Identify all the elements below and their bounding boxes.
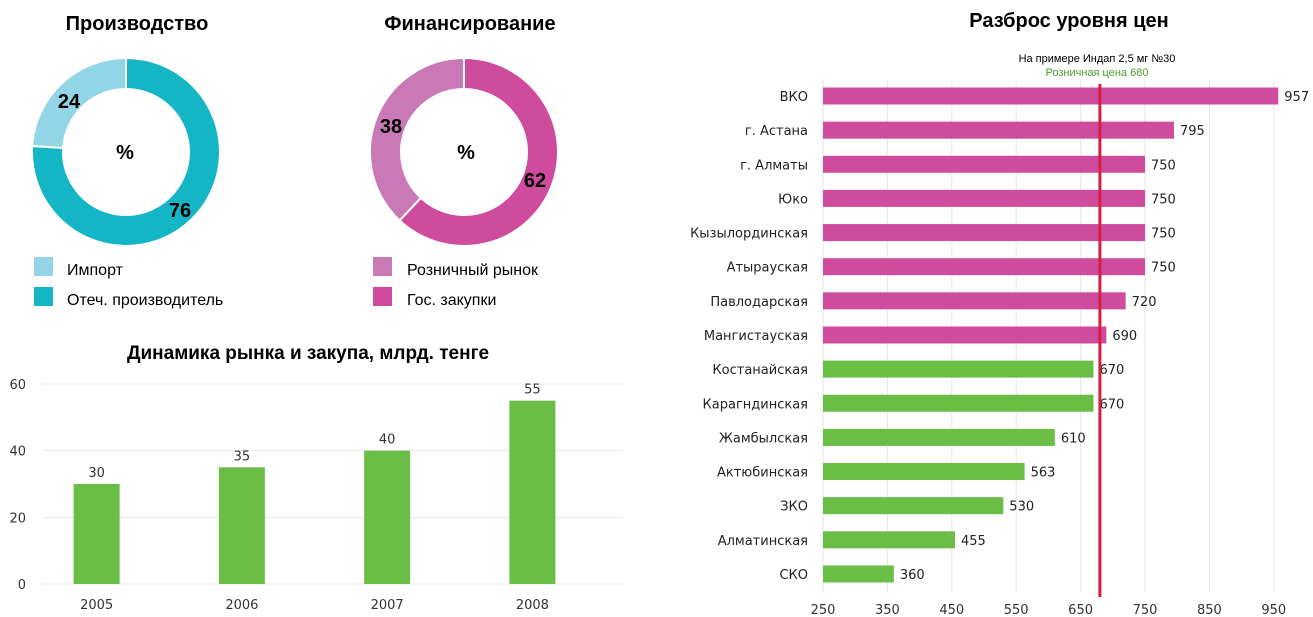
legend-swatch-domestic [34,287,53,306]
category-label: СКО [779,568,808,583]
slice-domestic [31,56,221,247]
bar-value-label: 670 [1099,397,1124,412]
bar [218,467,265,584]
financing-state-value: 62 [524,170,546,192]
bar [823,394,1094,412]
x-tick-label: 350 [875,603,900,617]
category-label: Павлодарская [710,295,808,310]
y-tick-label: 40 [9,445,26,460]
bar-value-label: 750 [1151,227,1176,242]
x-tick-label: 2007 [371,598,404,613]
financing-center-label: % [457,142,475,164]
financing-title: Финансирование [384,13,555,35]
market-dynamics-title: Динамика рынка и закупа, млрд. тенге [127,343,489,364]
x-tick-label: 2006 [225,598,258,613]
x-tick-label: 2008 [516,598,549,613]
category-label: ВКО [780,90,808,105]
bar-value-label: 670 [1099,363,1124,378]
category-label: Костанайская [712,363,808,378]
bar-value-label: 690 [1112,329,1137,344]
price-spread-title: Разброс уровня цен [969,10,1168,32]
x-tick-label: 2005 [80,598,113,613]
bar-value-label: 55 [524,383,541,398]
bar [823,155,1145,173]
legend-swatch-state [373,287,392,306]
production-center-label: % [116,142,134,164]
bar-value-label: 610 [1061,431,1086,446]
category-label: ЗКО [780,500,808,515]
slice-retail [369,56,465,222]
bar-value-label: 360 [900,568,925,583]
x-tick-label: 550 [1004,603,1029,617]
x-tick-label: 250 [811,603,836,617]
financing-retail-value: 38 [380,116,402,138]
bar-value-label: 563 [1031,466,1056,481]
bar-value-label: 750 [1151,158,1176,173]
category-label: Мангистауская [704,329,808,344]
legend-swatch-import [34,257,53,276]
bar [823,326,1107,344]
bar [364,450,411,584]
x-tick-label: 450 [939,603,964,617]
y-tick-label: 0 [18,578,26,593]
bar-value-label: 40 [379,433,396,448]
x-tick-label: 950 [1261,603,1286,617]
bar [823,428,1055,446]
bar [823,87,1279,105]
legend-label-import: Импорт [67,262,124,279]
x-tick-label: 650 [1068,603,1093,617]
bar [823,189,1145,207]
bar [509,400,556,584]
category-label: Кызылординская [690,227,808,242]
x-tick-label: 850 [1197,603,1222,617]
production-title: Производство [66,13,209,35]
bar [73,484,120,584]
bar-value-label: 530 [1009,500,1034,515]
bar [823,292,1126,310]
y-tick-label: 60 [9,378,26,393]
category-label: Актюбинская [717,466,808,481]
category-label: Карагндинская [703,397,808,412]
production-donut-chart: Производство % 24 76 Импорт Отеч. произв… [31,13,223,309]
legend-label-domestic: Отеч. производитель [67,292,223,309]
bar-value-label: 957 [1284,90,1309,105]
bar-value-label: 455 [961,534,986,549]
bar [823,121,1174,139]
reference-price-label: Розничная цена 680 [1046,67,1149,79]
bar [823,224,1145,242]
bar [823,463,1025,481]
category-label: г. Астана [745,124,808,139]
price-spread-subtitle: На примере Индап 2,5 мг №30 [1019,53,1176,65]
bar [823,497,1004,515]
bar-value-label: 35 [234,449,251,464]
category-label: Алматинская [718,534,808,549]
slice-state [398,56,559,247]
legend-swatch-retail [373,257,392,276]
production-domestic-value: 76 [169,200,191,222]
y-tick-label: 20 [9,511,26,526]
category-label: Атырауская [727,261,808,276]
price-spread-bar-chart: Разброс уровня цен На примере Индап 2,5 … [690,10,1309,617]
production-import-value: 24 [58,91,81,113]
bar-value-label: 720 [1132,295,1157,310]
bar-value-label: 750 [1151,192,1176,207]
bar [823,531,956,549]
bar [823,258,1145,276]
bar-value-label: 750 [1151,261,1176,276]
bar [823,360,1094,378]
legend-label-retail: Розничный рынок [407,262,539,279]
category-label: Жамбылская [719,431,808,446]
market-dynamics-bar-chart: Динамика рынка и закупа, млрд. тенге 0 20… [9,343,623,613]
bar [823,565,894,583]
bar-value-label: 30 [88,466,105,481]
bar-value-label: 795 [1180,124,1205,139]
category-label: Юко [778,192,808,207]
x-tick-label: 750 [1133,603,1158,617]
legend-label-state: Гос. закупки [407,292,496,309]
category-label: г. Алматы [740,158,808,173]
financing-donut-chart: Финансирование % 38 62 Розничный рынок Г… [369,13,559,309]
